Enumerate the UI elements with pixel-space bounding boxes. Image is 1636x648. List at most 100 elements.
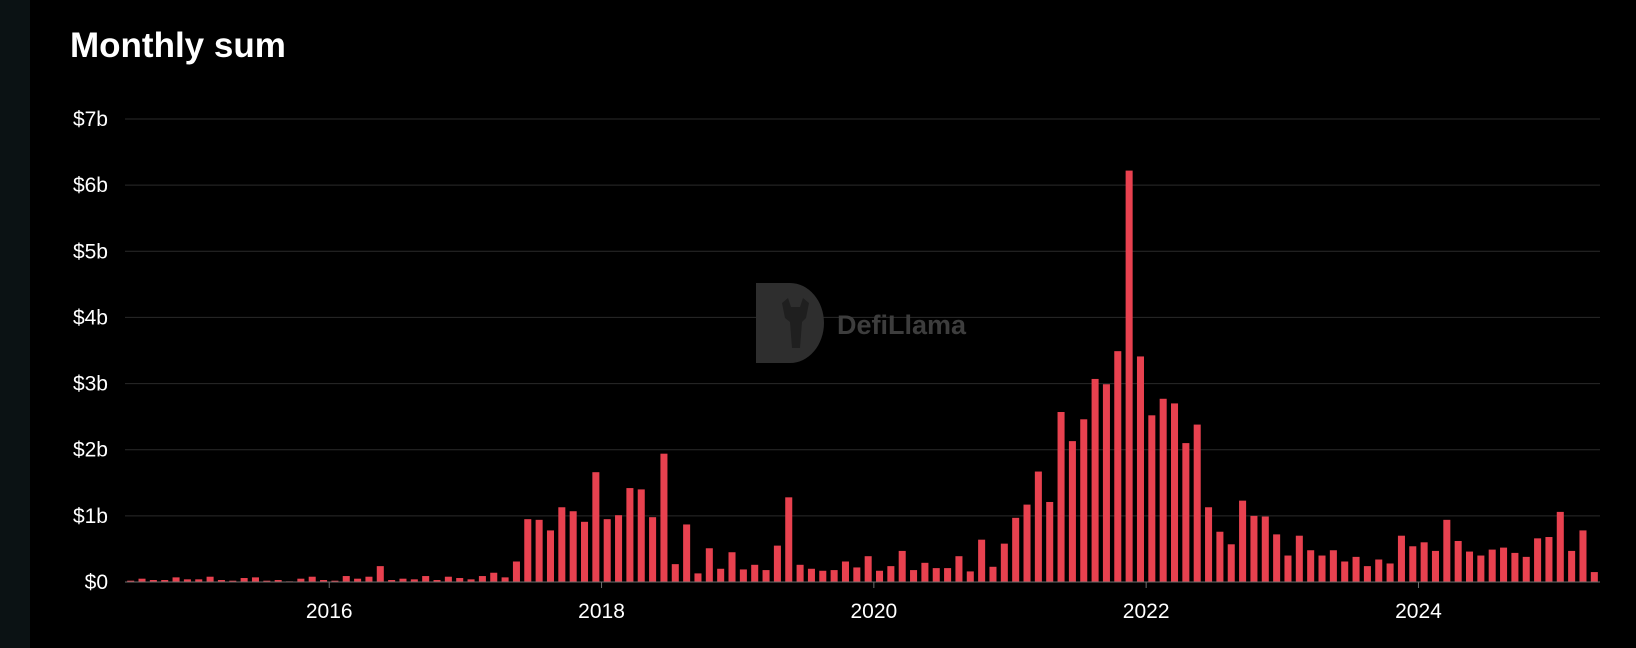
bar[interactable]	[1431, 550, 1439, 582]
bar[interactable]	[546, 530, 554, 582]
bar[interactable]	[1261, 516, 1269, 582]
bar[interactable]	[683, 524, 691, 582]
bar[interactable]	[1556, 511, 1564, 582]
bar[interactable]	[1182, 443, 1190, 582]
bar[interactable]	[217, 580, 225, 582]
bar[interactable]	[263, 580, 271, 582]
bar[interactable]	[830, 570, 838, 582]
bar[interactable]	[501, 577, 509, 582]
bar[interactable]	[1443, 519, 1451, 582]
bar[interactable]	[1409, 546, 1417, 582]
bar[interactable]	[1568, 550, 1576, 582]
bar[interactable]	[467, 579, 475, 582]
bar[interactable]	[1397, 535, 1405, 582]
bar[interactable]	[1250, 515, 1258, 582]
bar[interactable]	[195, 579, 203, 582]
bar[interactable]	[739, 569, 747, 582]
bar[interactable]	[478, 576, 486, 582]
bar[interactable]	[932, 568, 940, 582]
bar[interactable]	[206, 576, 214, 582]
bar[interactable]	[127, 580, 135, 582]
bar[interactable]	[308, 576, 316, 582]
bar[interactable]	[1046, 501, 1054, 582]
bar[interactable]	[1363, 566, 1371, 582]
bar[interactable]	[569, 511, 577, 582]
bar[interactable]	[388, 580, 396, 582]
bar[interactable]	[354, 578, 362, 582]
bar[interactable]	[229, 580, 237, 582]
bar[interactable]	[1000, 543, 1008, 582]
bar[interactable]	[1579, 530, 1587, 582]
bar[interactable]	[637, 489, 645, 582]
bar[interactable]	[1216, 531, 1224, 582]
bar[interactable]	[592, 472, 600, 582]
bar[interactable]	[1477, 555, 1485, 582]
bar[interactable]	[1307, 550, 1315, 582]
bar[interactable]	[1023, 504, 1031, 582]
bar[interactable]	[705, 548, 713, 582]
bar[interactable]	[807, 568, 815, 582]
bar[interactable]	[762, 570, 770, 582]
bar[interactable]	[751, 564, 759, 582]
bar[interactable]	[1159, 398, 1167, 582]
bar[interactable]	[910, 570, 918, 582]
bar[interactable]	[1590, 572, 1598, 582]
bar[interactable]	[149, 580, 157, 582]
bar[interactable]	[1488, 549, 1496, 582]
bar[interactable]	[399, 578, 407, 582]
bar[interactable]	[1012, 517, 1020, 582]
bar[interactable]	[1102, 384, 1110, 582]
bar[interactable]	[1522, 556, 1530, 582]
bar[interactable]	[535, 519, 543, 582]
bar[interactable]	[1454, 540, 1462, 582]
bar[interactable]	[251, 577, 259, 582]
bar[interactable]	[274, 580, 282, 582]
bar[interactable]	[921, 562, 929, 582]
bar[interactable]	[240, 578, 248, 582]
bar[interactable]	[671, 564, 679, 582]
bar[interactable]	[898, 550, 906, 582]
bar[interactable]	[456, 578, 464, 582]
bar[interactable]	[444, 576, 452, 582]
bar[interactable]	[1205, 507, 1213, 582]
bar[interactable]	[297, 578, 305, 582]
bar[interactable]	[966, 571, 974, 582]
bar[interactable]	[1500, 547, 1508, 582]
bar[interactable]	[1386, 563, 1394, 582]
bar[interactable]	[183, 579, 191, 582]
bar[interactable]	[841, 561, 849, 583]
bar[interactable]	[864, 556, 872, 582]
bar[interactable]	[138, 578, 146, 582]
bar[interactable]	[1239, 500, 1247, 582]
bar[interactable]	[1352, 556, 1360, 582]
bar[interactable]	[172, 577, 180, 582]
bar[interactable]	[342, 576, 350, 582]
bar[interactable]	[626, 488, 634, 582]
bar[interactable]	[615, 515, 623, 582]
bar[interactable]	[558, 507, 566, 582]
bar[interactable]	[887, 566, 895, 582]
bar[interactable]	[1091, 378, 1099, 582]
bar[interactable]	[1375, 559, 1383, 582]
bar[interactable]	[796, 564, 804, 582]
bar[interactable]	[1341, 561, 1349, 583]
bar[interactable]	[1193, 424, 1201, 582]
bar[interactable]	[819, 570, 827, 582]
bar[interactable]	[1466, 551, 1474, 582]
bar[interactable]	[1273, 534, 1281, 582]
bar[interactable]	[1068, 441, 1076, 582]
bar[interactable]	[603, 519, 611, 582]
bar[interactable]	[876, 570, 884, 582]
bar[interactable]	[1136, 356, 1144, 582]
bar[interactable]	[410, 579, 418, 582]
bar[interactable]	[1148, 415, 1156, 582]
bar[interactable]	[1284, 555, 1292, 582]
bar[interactable]	[649, 517, 657, 582]
bar[interactable]	[1534, 538, 1542, 582]
bar[interactable]	[728, 552, 736, 582]
bar[interactable]	[320, 580, 328, 582]
bar[interactable]	[694, 573, 702, 582]
bar[interactable]	[1057, 412, 1065, 582]
bar[interactable]	[1080, 419, 1088, 582]
bar[interactable]	[376, 566, 384, 582]
